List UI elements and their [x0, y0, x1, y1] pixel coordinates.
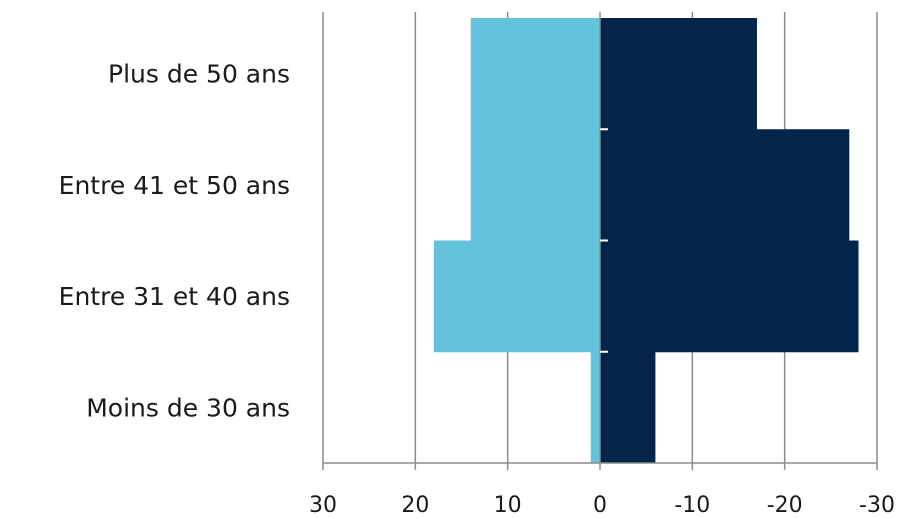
- axes: [322, 18, 878, 470]
- x-tick-label: 10: [494, 493, 522, 518]
- x-tick-label: -10: [674, 493, 710, 518]
- category-label: Moins de 30 ans: [86, 393, 290, 422]
- x-tick-labels: 30 20 10 0 -10 -20 -30: [309, 493, 895, 518]
- category-label: Entre 31 et 40 ans: [59, 282, 290, 311]
- category-labels: Moins de 30 ans Entre 31 et 40 ans Entre 4…: [59, 60, 290, 423]
- bar-right-3: [600, 18, 757, 130]
- category-label: Plus de 50 ans: [108, 60, 290, 89]
- bar-right-1: [600, 240, 859, 353]
- bar-left-3: [470, 18, 600, 130]
- bar-right-0: [600, 351, 656, 464]
- x-tick-label: -30: [859, 493, 895, 518]
- bar-left-0: [590, 351, 600, 464]
- category-label: Entre 41 et 50 ans: [59, 171, 290, 200]
- bar-right-2: [600, 129, 850, 241]
- x-tick-label: 30: [309, 493, 337, 518]
- x-tick-label: -20: [767, 493, 803, 518]
- bars: [433, 18, 859, 464]
- x-tick-label: 20: [401, 493, 429, 518]
- bar-left-1: [433, 240, 600, 353]
- bar-left-2: [470, 129, 600, 241]
- x-tick-label: 0: [593, 493, 607, 518]
